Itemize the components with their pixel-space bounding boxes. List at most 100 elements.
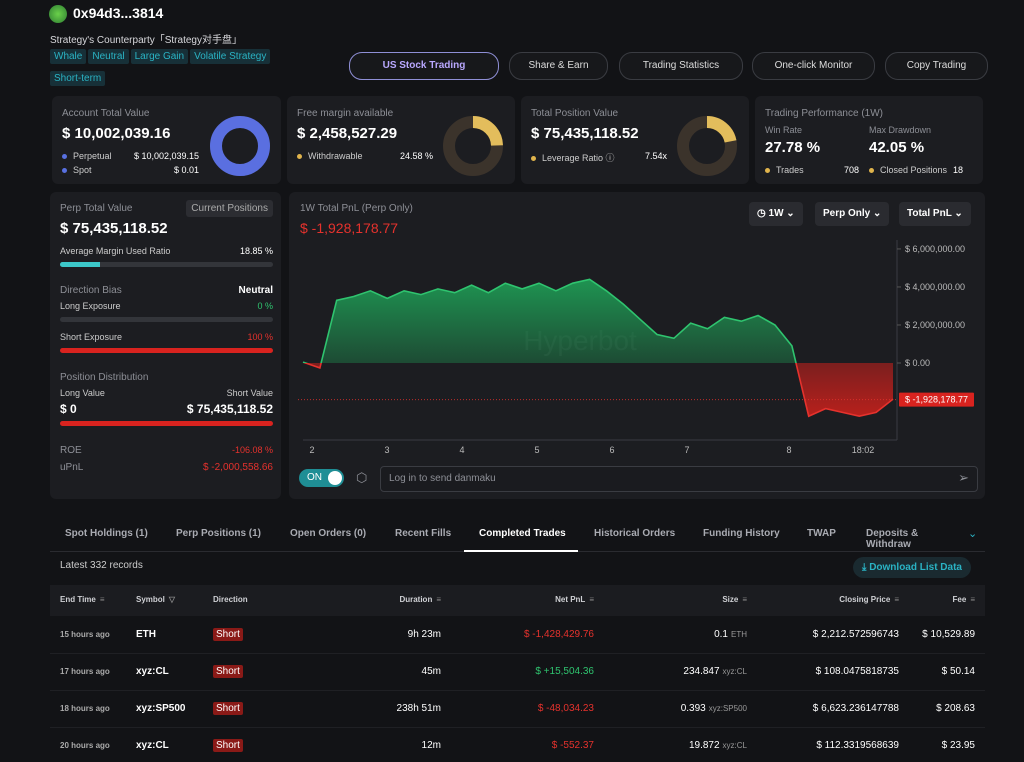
label: 1W: [768, 208, 784, 219]
tab[interactable]: Historical Orders: [594, 528, 676, 539]
tab[interactable]: Spot Holdings (1): [65, 528, 148, 539]
column-header-label: Net PnL: [555, 595, 586, 604]
symbol: xyz:SP500: [136, 703, 186, 714]
column-header[interactable]: Closing Price ≡: [839, 595, 899, 604]
decoration: Withdrawable: [297, 151, 363, 161]
range-select[interactable]: ◷ 1W ⌄: [749, 202, 803, 226]
download-button[interactable]: ⤓ Download List Data: [853, 557, 971, 578]
size-amount: 0.393: [680, 703, 706, 714]
label: $ 75,435,118.52: [531, 125, 639, 142]
direction-badge: Short: [213, 702, 243, 715]
tag: Large Gain: [130, 49, 189, 64]
label: Long Value: [60, 388, 105, 398]
closing-price: $ 112.3319568639: [816, 740, 899, 751]
label: Win Rate: [765, 125, 803, 135]
tab[interactable]: Open Orders (0): [290, 528, 367, 539]
current-tag-label: $ -1,928,178.77: [905, 395, 968, 405]
label: Direction Bias: [60, 285, 122, 296]
progress-fill: [60, 348, 273, 353]
tag: Short-term: [50, 71, 106, 86]
position-card: Total Position Value $ 75,435,118.52 Lev…: [521, 96, 749, 184]
size-cell: 0.393 xyz:SP500: [681, 703, 747, 714]
x-tick-label: 8: [786, 445, 791, 455]
label: uPnL: [60, 462, 84, 473]
header-button[interactable]: Trading Statistics: [619, 52, 743, 80]
x-tick-label: 3: [384, 445, 389, 455]
tab[interactable]: Deposits & Withdraw: [866, 528, 919, 550]
sort-icon: ≡: [894, 595, 899, 604]
column-header[interactable]: Duration ≡: [399, 595, 441, 604]
danmaku-input[interactable]: Log in to send danmaku ➢: [380, 466, 978, 492]
header-button[interactable]: Share & Earn: [509, 52, 608, 80]
duration: 12m: [421, 740, 441, 751]
size-cell: 234.847 xyz:CL: [683, 666, 747, 677]
label: Closed Positions: [880, 165, 948, 175]
column-header-label: Duration: [399, 595, 433, 604]
decoration: [62, 154, 67, 160]
label: ON: [307, 472, 322, 483]
label: 7.54x: [644, 151, 667, 161]
tab[interactable]: Completed Trades: [479, 528, 566, 539]
label: 27.78 %: [765, 139, 821, 156]
label: Total Position Value: [531, 108, 619, 119]
label: Perp Only: [823, 208, 871, 219]
net-pnl: $ -1,428,429.76: [523, 629, 594, 640]
label: Average Margin Used Ratio: [60, 246, 171, 256]
column-header[interactable]: Symbol ▽: [136, 595, 175, 604]
metric-select[interactable]: Total PnL ⌄: [899, 202, 971, 226]
decoration: Leverage Ratio ⓘ: [531, 151, 615, 164]
duration: 9h 23m: [407, 629, 441, 640]
area-positive: [303, 279, 796, 364]
column-header[interactable]: Fee ≡: [953, 595, 975, 604]
button-label: Share & Earn: [528, 60, 589, 71]
y-tick-label: $ 0.00: [905, 358, 930, 368]
size-cell: 19.872 xyz:CL: [689, 740, 747, 751]
decoration: Closed Positions: [869, 165, 947, 175]
chart-title: 1W Total PnL (Perp Only): [300, 203, 413, 214]
decoration: [443, 116, 503, 176]
column-header: Direction: [213, 595, 248, 604]
label: $ 75,435,118.52: [186, 402, 273, 416]
label: $ 10,002,039.16: [62, 125, 171, 142]
tab[interactable]: Funding History: [703, 528, 780, 539]
fee: $ 208.63: [936, 703, 975, 714]
button-label: Copy Trading: [906, 60, 967, 71]
net-pnl: $ -48,034.23: [537, 703, 594, 714]
tab[interactable]: Perp Positions (1): [176, 528, 262, 539]
button-label: One-click Monitor: [774, 60, 853, 71]
label: 100 %: [247, 332, 273, 342]
tab[interactable]: TWAP: [807, 528, 836, 539]
fee: $ 50.14: [941, 666, 975, 677]
danmaku-toggle[interactable]: ON: [299, 469, 344, 487]
column-header[interactable]: Size ≡: [722, 595, 747, 604]
settings-icon[interactable]: ⬡: [356, 470, 368, 485]
label: $ 75,435,118.52: [60, 220, 168, 237]
sort-icon: ≡: [436, 595, 441, 604]
column-header[interactable]: End Time ≡: [60, 595, 105, 604]
header-button[interactable]: US Stock Trading: [349, 52, 499, 80]
chart-current: $ -1,928,178.77: [300, 220, 399, 236]
column-header-label: End Time: [60, 595, 96, 604]
label: Trading Performance (1W): [765, 108, 883, 119]
net-pnl: $ -552.37: [551, 740, 594, 751]
label: 708: [844, 165, 860, 175]
donut: [210, 116, 270, 176]
column-header[interactable]: Net PnL ≡: [555, 595, 594, 604]
x-tick-label: 2: [309, 445, 314, 455]
tab[interactable]: Recent Fills: [395, 528, 452, 539]
size-amount: 0.1: [714, 629, 728, 640]
donut: [443, 116, 503, 176]
account-card: Account Total Value $ 10,002,039.16 Perp…: [52, 96, 281, 184]
tag: Neutral: [88, 49, 129, 64]
scope-select[interactable]: Perp Only ⌄: [815, 202, 890, 226]
button-label: US Stock Trading: [382, 60, 466, 71]
column-header-label: Direction: [213, 595, 248, 604]
header-button[interactable]: One-click Monitor: [752, 52, 875, 80]
tab-more[interactable]: ⌄: [968, 528, 978, 540]
column-header-label: Size: [722, 595, 739, 604]
label: Withdrawable: [308, 151, 363, 161]
area-negative: [303, 363, 893, 417]
decoration: [677, 116, 737, 176]
header-button[interactable]: Copy Trading: [885, 52, 988, 80]
label: Trades: [776, 165, 804, 175]
